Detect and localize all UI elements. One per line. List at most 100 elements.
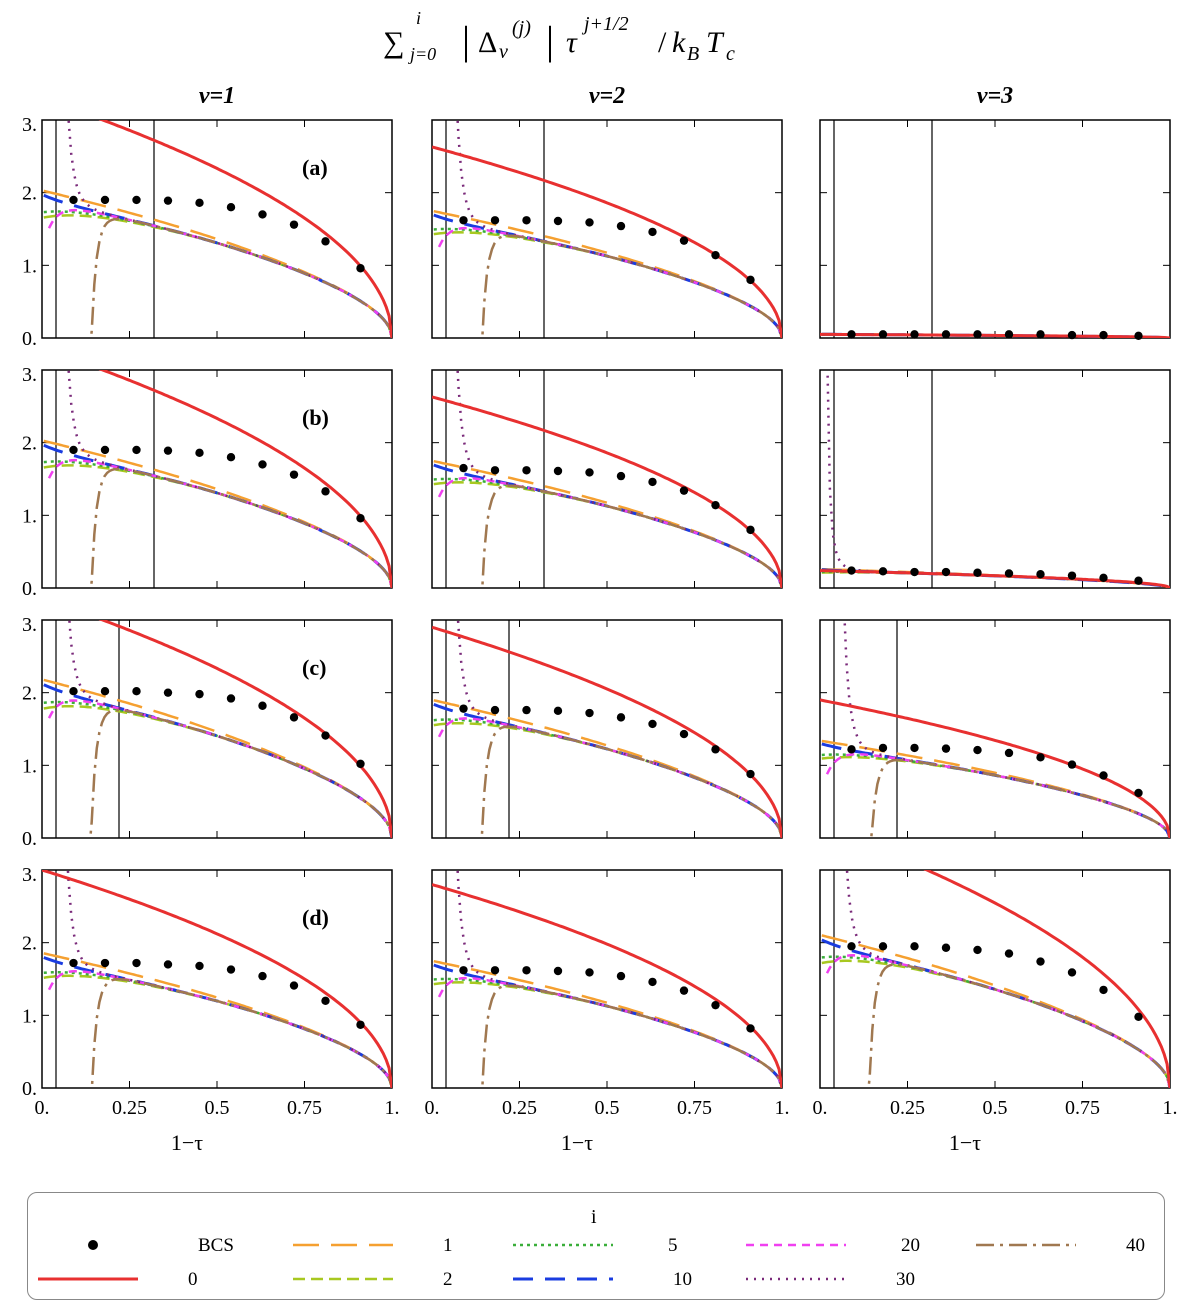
title-T: T [706,26,725,59]
legend-label: 1 [443,1235,453,1256]
y-tick-label: 1. [22,255,37,277]
series-line-i40 [481,234,782,338]
bcs-data-point [522,466,531,475]
column-title: ν=1 [199,83,235,109]
bcs-data-point [973,330,982,339]
chart-panel [819,369,1171,589]
y-tick-label: 0. [22,578,37,600]
panel-row-label: (b) [302,405,329,430]
y-tick-label: 1. [22,505,37,527]
bcs-data-point [616,971,626,981]
bcs-data-point [459,463,468,473]
bcs-data-point [711,1000,720,1010]
bcs-data-point [1067,330,1077,340]
bcs-data-point [910,743,919,753]
y-tick-label: 3. [22,864,37,886]
legend-entry: 0 [38,1269,198,1290]
bcs-data-point [1036,753,1045,762]
y-tick-label: 0. [22,828,37,850]
panel-frame [431,369,783,589]
series-line-i10 [43,956,392,1088]
y-tick-label: 0. [22,1078,37,1100]
bcs-data-point [258,971,267,981]
figure-title: ∑ i j=0 | Δ ν (j) | τ j+1/2 / k B T c [383,8,735,65]
x-tick-label: 0.5 [983,1097,1008,1119]
title-j: (j) [512,17,531,39]
series-line-i1 [433,459,782,588]
series-line-i40 [869,758,1170,838]
series-line-i20 [437,226,782,338]
bcs-data-point [289,981,299,990]
panel-frame [819,119,1171,339]
bcs-data-point [648,719,657,729]
bcs-data-point [100,958,110,968]
bcs-data-point [679,986,689,995]
series-line-i2 [43,214,392,338]
bcs-data-point [973,745,982,755]
bcs-data-point [132,445,141,455]
bcs-data-point [1067,571,1077,580]
chart-panel [431,619,783,839]
bcs-data-point [459,966,468,975]
legend-label: 2 [443,1269,453,1290]
series-line-i5 [821,955,1170,1088]
bcs-data-point [941,567,951,577]
title-abs-right: | [546,18,554,63]
chart-panel [431,369,783,589]
bcs-data-point [878,330,888,339]
series-line-i1 [43,189,392,338]
bcs-data-point [356,264,365,273]
series-line-i20 [47,208,392,338]
bcs-data-point [1099,771,1108,780]
panel-frame [431,619,783,839]
series-line-i0 [923,870,1170,1088]
bcs-data-point [195,198,204,208]
title-abs-left: | [462,18,470,63]
series-line-i1 [433,209,782,338]
bcs-data-point [195,689,204,699]
title-k: k [672,26,686,59]
bcs-data-point [132,687,141,696]
panel-row-label: (a) [302,155,328,180]
bcs-data-point [163,196,173,205]
bcs-data-point [847,942,856,951]
series-line-i40 [481,984,782,1088]
bcs-data-point [258,701,267,710]
legend-label: 5 [668,1235,678,1256]
series-line-i0 [98,370,392,588]
bcs-data-point [226,965,236,974]
bcs-data-point [321,487,330,496]
bcs-data-point [1134,1012,1143,1021]
series-line-i2 [821,755,1170,838]
x-tick-label: 1. [775,1097,790,1119]
chart-panel: 0. 1. 2. 3. (b) [22,364,393,600]
bcs-data-point [973,568,982,577]
bcs-data-point [711,745,720,754]
legend-items: BCS 1 5 20 40 0 2 10 30 [38,1235,1145,1290]
bcs-data-point [1099,330,1108,340]
bcs-data-point [746,769,755,779]
bcs-data-point [289,470,299,479]
bcs-data-point [132,195,141,205]
series-line-i2 [821,959,1170,1088]
y-tick-label: 3. [22,364,37,386]
bcs-data-point [1036,330,1045,339]
series-line-i30 [456,620,782,838]
title-delta: Δ [478,26,497,59]
series-line-i20 [437,476,782,588]
bcs-data-point [490,966,500,975]
y-tick-label: 1. [22,755,37,777]
series-line-i0 [98,120,392,338]
series-line-i0 [432,625,782,838]
panel-row-label: (d) [302,905,329,930]
x-tick-label: 0.75 [287,1097,322,1119]
chart-panel: 0. 1. 2. 3. (c) [22,614,393,850]
series-line-i30 [67,370,392,588]
bcs-data-point [553,706,563,716]
bcs-data-point [878,743,888,753]
series-line-i20 [47,969,392,1088]
bcs-data-point [847,330,856,339]
chart-panel: 0. 1. 2. 3. (a) [22,114,393,350]
bcs-data-point [553,966,563,976]
x-tick-label: 0.25 [112,1097,147,1119]
